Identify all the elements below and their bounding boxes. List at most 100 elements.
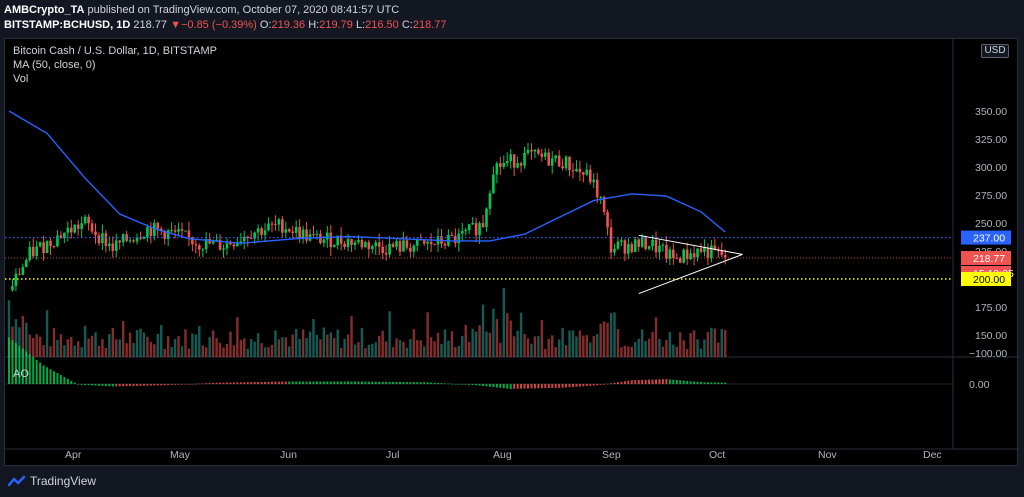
ao-bar [146,384,149,386]
candle-body [38,242,42,247]
candle-body [599,196,602,198]
candle-body [315,233,319,235]
candle-body [101,233,104,244]
ao-bar [506,384,509,389]
volume-bar [218,342,222,357]
candle-body [177,229,180,232]
ao-bar [419,382,422,384]
volume-bar [634,342,637,357]
volume-bar [464,324,467,357]
candle-body [94,231,97,236]
low-value: 216.50 [365,19,399,31]
date-tick-label: Nov [818,449,837,461]
volume-bar [506,313,509,357]
volume-bar [640,329,644,357]
ao-bar [80,384,83,385]
ao-bar [104,384,107,387]
candle-body [637,239,641,247]
price-tick-label: 150.00 [975,330,1007,342]
candle-body [523,152,526,166]
candle-body [277,219,281,225]
ao-bar [63,376,66,384]
ao-bar [77,384,80,385]
candle-body [474,223,478,236]
volume-bar [706,332,710,357]
chart-area[interactable]: 150.00175.00200.00225.00250.00275.00300.… [4,38,1019,467]
volume-bar [236,317,239,357]
ao-tick-label: −100.00 [969,348,1007,360]
candle-body [651,239,654,247]
volume-bar [395,338,398,357]
candle-body [305,229,308,241]
candle-body [592,179,596,183]
ao-bar [392,381,395,384]
publisher-name[interactable]: AMBCrypto_TA [4,4,85,16]
volume-bar [471,328,474,357]
volume-bar [160,325,163,357]
volume-bar [250,339,253,357]
volume-bar [87,338,90,357]
ao-bar [8,337,10,384]
volume-bar [364,348,367,357]
candle-body [689,253,692,259]
candle-body [519,163,523,166]
candle-body [118,240,122,243]
candle-body [319,233,322,243]
candle-body [87,216,90,224]
tradingview-brand[interactable]: TradingView [30,474,97,488]
candle-body [685,249,689,259]
volume-bar [333,337,336,357]
volume-bar [163,348,166,357]
candle-body [481,223,485,228]
volume-bar [495,319,499,357]
volume-bar [350,316,353,357]
ao-bar [232,382,235,384]
candle-body [720,250,724,256]
ao-bar [661,379,664,384]
volume-bar [38,336,42,357]
candle-body [502,163,506,167]
volume-bar [319,339,322,357]
candle-body [633,239,637,252]
candle-body [398,241,402,252]
volume-bar [492,308,495,357]
ao-bar [713,382,716,384]
volume-bar [63,345,66,357]
ao-bar [537,384,540,389]
candle-body [717,250,720,252]
chart-canvas[interactable]: 150.00175.00200.00225.00250.00275.00300.… [5,39,1019,467]
ao-bar [59,375,62,384]
candle-body [194,244,198,246]
resistance-badge-bg [961,230,1011,245]
ao-bar [174,384,177,385]
volume-bar [256,333,260,357]
date-tick-label: Aug [493,449,512,461]
candle-body [312,233,315,235]
volume-bar [229,331,232,357]
candle-body [146,227,149,238]
currency-badge[interactable]: USD [981,44,1009,58]
candle-body [692,253,696,258]
close-label: C: [401,19,413,31]
candle-body [409,247,412,252]
candle-body [229,242,232,245]
volume-bar [121,321,125,357]
price-tick-label: 275.00 [975,190,1007,202]
volume-bar [201,345,204,357]
ao-bar [343,381,346,384]
candle-body [294,226,298,233]
volume-bar [450,331,454,357]
ao-bar [468,384,471,385]
volume-bar [253,341,256,357]
candle-body [595,179,599,198]
candle-body [710,245,713,259]
ao-bar [610,383,613,384]
candle-body [236,242,239,247]
ao-bar [215,382,218,384]
ao-bar [378,381,381,384]
candle-body [267,223,270,231]
volume-bar [668,331,672,357]
volume-bar [609,313,613,357]
candle-body [613,248,616,253]
last-price-badge-bg [961,250,1011,265]
